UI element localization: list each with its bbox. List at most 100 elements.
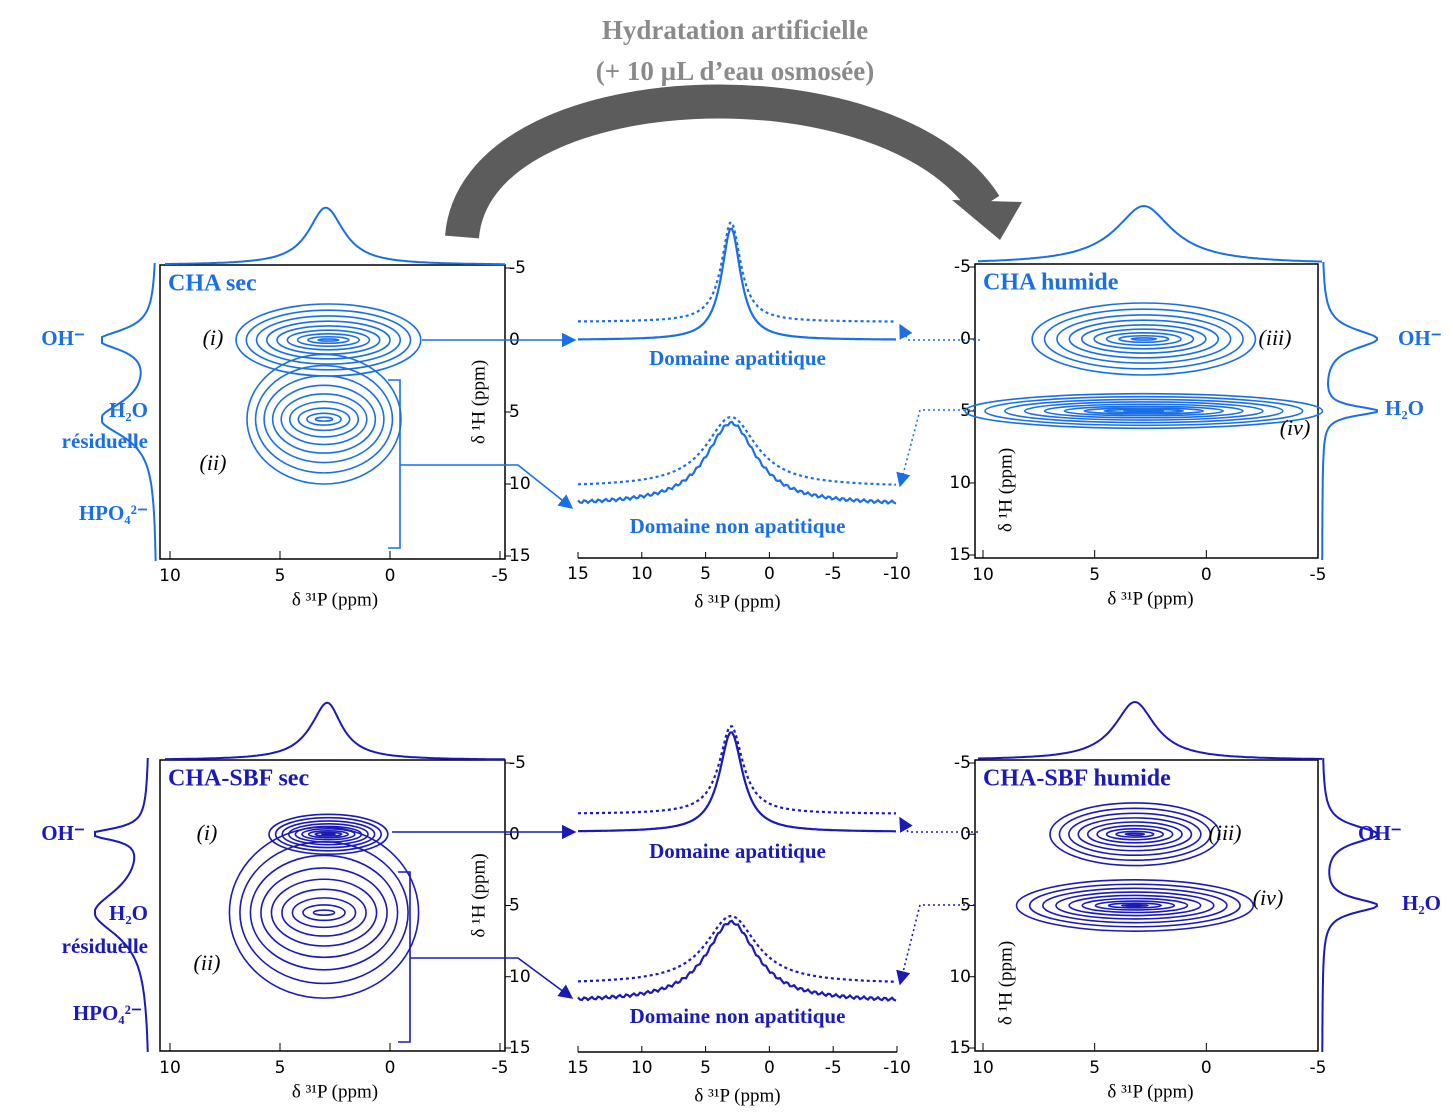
x-tick-label: -5 — [1310, 565, 1327, 585]
contour-ring — [239, 841, 409, 985]
x-tick-label: 0 — [1201, 565, 1212, 585]
x-tick-label: 15 — [567, 1058, 589, 1078]
contour-ring — [1042, 887, 1228, 924]
slice-trace — [577, 725, 896, 815]
contour-ring — [1049, 802, 1221, 867]
x-axis-label: δ ³¹P (ppm) — [694, 1085, 780, 1106]
projection-top — [165, 206, 505, 266]
contour-ring — [1068, 894, 1202, 917]
x-tick-label: 10 — [159, 566, 181, 586]
y-axis-label: δ ¹H (ppm) — [995, 941, 1016, 1025]
x-tick-label: 0 — [385, 566, 396, 586]
contour-ring — [1123, 409, 1165, 413]
contour-ring — [964, 392, 1324, 430]
y-tick-label: 5 — [960, 896, 971, 916]
y-tick-label: 10 — [949, 967, 971, 987]
slice-trace — [577, 416, 897, 486]
x-tick-label: -5 — [492, 566, 509, 586]
x-tick-label: 5 — [700, 564, 711, 584]
x-axis-label: δ ³¹P (ppm) — [292, 1081, 378, 1102]
peak-label: (ii) — [200, 450, 227, 475]
x-tick-label: 5 — [275, 566, 286, 586]
contour-ring — [281, 820, 376, 849]
contour-ring — [249, 854, 399, 971]
projection-side — [101, 262, 157, 561]
hydration-arrowhead — [952, 200, 1022, 240]
slice-trace — [577, 919, 897, 1002]
connector — [899, 323, 980, 341]
contour-ring — [1063, 405, 1225, 417]
contour-ring — [1058, 807, 1212, 862]
x-tick-label: 10 — [631, 1058, 653, 1078]
projection-label: résiduelle — [62, 429, 148, 453]
contour-ring — [1115, 830, 1155, 838]
contour-ring — [1094, 900, 1176, 911]
y-tick-label: -5 — [954, 257, 971, 277]
y-axis-label: δ ¹H (ppm) — [468, 853, 489, 937]
x-tick-label: -5 — [492, 1058, 509, 1078]
projection-label: H₂O — [109, 398, 148, 422]
x-tick-label: 0 — [764, 564, 775, 584]
plot-frame — [159, 264, 506, 560]
projection-label: HPO₄²⁻ — [73, 1001, 142, 1025]
panel-title: CHA sec — [168, 271, 257, 297]
connector — [896, 409, 975, 488]
x-tick-label: 10 — [159, 1058, 181, 1078]
contour-ring — [1068, 319, 1220, 359]
slice-trace — [577, 731, 896, 833]
projection-top — [978, 204, 1323, 263]
peak-label: (iv) — [1253, 885, 1284, 910]
contour-ring — [1107, 902, 1162, 909]
figure-title: Hydratation artificielle — [602, 15, 868, 45]
contour-ring — [1103, 408, 1185, 414]
contour-ring — [245, 309, 412, 371]
contour-ring — [1055, 891, 1215, 920]
contour-ring — [280, 393, 368, 446]
y-tick-label: 15 — [509, 1038, 531, 1058]
contour-ring — [228, 826, 420, 999]
x-tick-label: 10 — [972, 1058, 994, 1078]
connector — [410, 957, 574, 999]
x-tick-label: -10 — [883, 564, 911, 584]
contour-ring — [312, 909, 336, 916]
contour-ring — [307, 335, 350, 345]
contour-ring — [296, 332, 361, 348]
contour-ring — [270, 878, 378, 947]
x-tick-label: 0 — [1201, 1058, 1212, 1078]
contour-ring — [1096, 824, 1174, 844]
y-tick-label: 10 — [509, 967, 531, 987]
contour-ring — [1118, 334, 1170, 344]
y-tick-label: 0 — [960, 824, 971, 844]
contour-ring — [306, 412, 342, 426]
contour-ring — [1028, 883, 1241, 928]
contour-ring — [288, 400, 360, 438]
x-axis-label: δ ³¹P (ppm) — [694, 591, 780, 612]
contour-ring — [263, 375, 385, 464]
x-tick-label: 0 — [385, 1058, 396, 1078]
slice-trace — [578, 227, 897, 341]
contour-ring — [314, 831, 343, 837]
y-tick-label: -5 — [954, 753, 971, 773]
x-tick-label: 5 — [275, 1058, 286, 1078]
projection-side — [1321, 757, 1379, 1052]
contour-ring — [317, 338, 340, 342]
y-tick-label: 0 — [960, 329, 971, 349]
contour-ring — [314, 416, 334, 422]
y-tick-label: 10 — [949, 473, 971, 493]
contour-ring — [287, 823, 369, 846]
projection-side — [1321, 261, 1378, 560]
x-tick-label: 5 — [700, 1058, 711, 1078]
contour-ring — [1080, 324, 1207, 354]
contour-ring — [1068, 812, 1202, 857]
panel-title: CHA-SBF sec — [168, 766, 309, 792]
projection-label: OH⁻ — [41, 821, 85, 845]
x-tick-label: -5 — [825, 564, 842, 584]
contour-ring — [274, 816, 383, 852]
slice-trace — [577, 915, 896, 983]
contour-ring — [1023, 401, 1264, 421]
contour-ring — [1093, 328, 1195, 350]
connector — [899, 816, 978, 833]
contour-ring — [1031, 302, 1257, 376]
projection-label: OH⁻ — [1358, 821, 1402, 845]
